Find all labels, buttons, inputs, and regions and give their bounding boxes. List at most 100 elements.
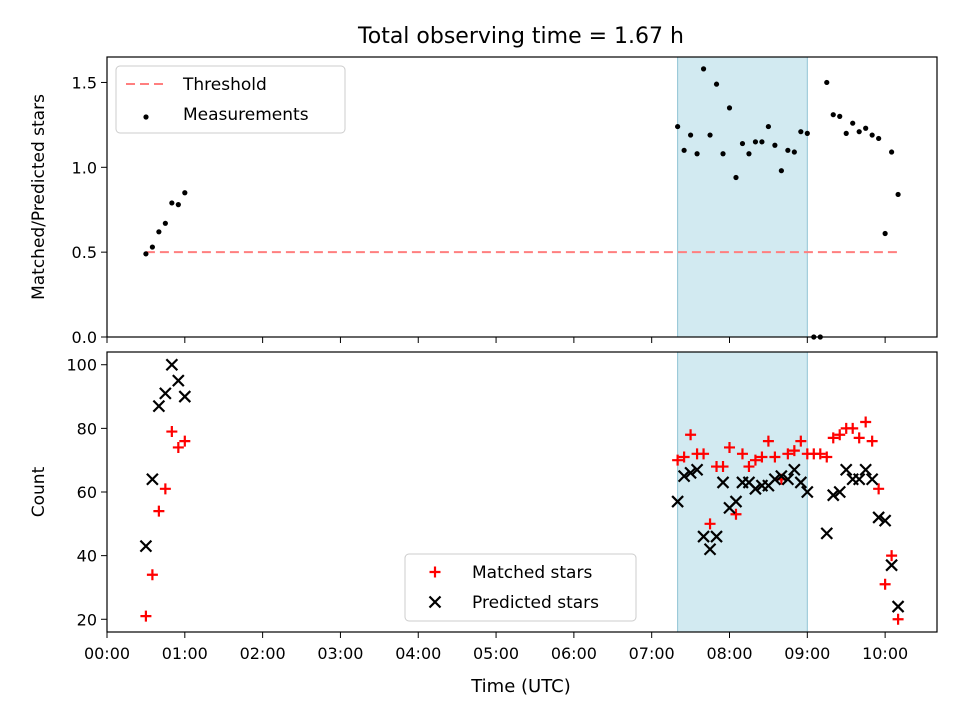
measurement-point [759, 139, 765, 145]
measurement-point [785, 147, 791, 153]
predicted-star-point [820, 527, 834, 540]
matched-star-point [814, 448, 826, 460]
matched-star-point [146, 569, 158, 581]
matched-star-point [704, 518, 716, 530]
y-axis-label: Count [29, 466, 49, 517]
matched-star-point [756, 451, 768, 463]
shaded-window [677, 56, 808, 338]
y-tick-label: 0.0 [72, 328, 97, 347]
matched-star-point [153, 505, 165, 517]
matched-star-point [730, 508, 742, 520]
matched-star-point [821, 451, 833, 463]
ratio-panel: 0.0 0.5 1.0 1.5 Matched/Predicted stars Thres… [29, 56, 938, 347]
y-axis-label: Matched/Predicted stars [29, 94, 49, 300]
legend-label: Matched stars [472, 563, 592, 583]
measurement-point [850, 120, 856, 126]
matched-star-point [762, 435, 774, 447]
measurement-point [804, 130, 810, 136]
measurement-point [876, 135, 882, 142]
predicted-star-point [139, 539, 153, 553]
measurement-point [869, 132, 875, 138]
measurement-point [162, 220, 168, 226]
matched-star-point [879, 578, 891, 590]
measurement-point [143, 251, 149, 257]
measurement-point [700, 66, 707, 72]
matched-star-point [749, 454, 761, 466]
predicted-star-point [775, 469, 788, 483]
measurement-point [843, 130, 849, 136]
measurement-point [175, 202, 181, 208]
matched-star-point [827, 432, 839, 444]
x-tick-label: 02:00 [240, 644, 286, 663]
measurement-point [752, 139, 759, 145]
predicted-star-point [159, 387, 172, 400]
matched-star-point [743, 461, 755, 473]
predicted-star-point [833, 485, 847, 499]
measurement-point [798, 129, 804, 135]
x-tick-label: 05:00 [473, 644, 519, 663]
legend-label: Predicted stars [472, 593, 599, 613]
predicted-star-point [684, 466, 697, 480]
matched-star-point [769, 451, 781, 463]
x-tick-label: 03:00 [317, 644, 363, 663]
predicted-star-point [865, 472, 879, 486]
matched-star-point [866, 435, 878, 447]
matched-star-point [853, 432, 865, 444]
matched-star-point [672, 454, 684, 466]
matched-star-point [847, 422, 859, 434]
measurement-point [889, 149, 895, 155]
matched-star-point [717, 461, 729, 473]
predicted-star-point [677, 469, 691, 483]
measurement-point [739, 140, 746, 147]
predicted-star-point [839, 463, 853, 477]
measurement-point [156, 229, 162, 235]
y-tick-label: 0.5 [72, 243, 97, 262]
measurement-point [895, 191, 901, 198]
measurement-point [726, 105, 733, 111]
measurement-point [720, 151, 726, 157]
predicted-star-point [710, 530, 723, 543]
chart-title: Total observing time = 1.67 h [357, 24, 684, 49]
measurement-point [778, 168, 784, 174]
measurement-point [765, 123, 772, 130]
x-tick-label: 00:00 [84, 644, 130, 663]
matched-star-point [788, 445, 800, 457]
matched-star-point [179, 435, 191, 447]
matched-star-point [685, 429, 697, 441]
predicted-star-point [788, 463, 801, 477]
y-tick-label: 1.0 [72, 158, 97, 177]
matched-star-point [834, 429, 846, 441]
plot-frame [106, 56, 938, 338]
y-tick-label: 40 [77, 547, 97, 566]
predicted-star-point [690, 463, 704, 477]
measurement-point [687, 132, 694, 138]
predicted-star-point [891, 600, 905, 613]
y-tick-label: 1.5 [72, 73, 97, 92]
measurement-point [824, 79, 830, 86]
predicted-star-point [781, 472, 795, 486]
predicted-star-point [826, 488, 840, 502]
measurement-point [713, 81, 720, 87]
predicted-star-point [859, 463, 872, 477]
matched-star-point [892, 613, 904, 625]
legend-measurement-swatch [143, 114, 149, 120]
y-tick-label: 60 [77, 483, 97, 502]
predicted-star-point [801, 485, 814, 499]
measurement-point [694, 151, 700, 157]
matched-star-point [886, 550, 898, 562]
matched-star-point [172, 441, 184, 453]
x-tick-label: 10:00 [862, 644, 908, 663]
matched-star-point [159, 483, 171, 495]
measurement-point [791, 149, 797, 155]
x-tick-label: 06:00 [551, 644, 597, 663]
x-axis-label: Time (UTC) [470, 676, 571, 697]
x-tick-label: 09:00 [784, 644, 830, 663]
measurement-point [863, 125, 869, 131]
matched-star-point [795, 435, 807, 447]
legend-predicted-swatch [428, 595, 442, 609]
x-tick-label: 01:00 [162, 644, 208, 663]
matched-star-point [140, 610, 152, 622]
measurement-point [707, 132, 713, 138]
shaded-window [677, 351, 808, 633]
